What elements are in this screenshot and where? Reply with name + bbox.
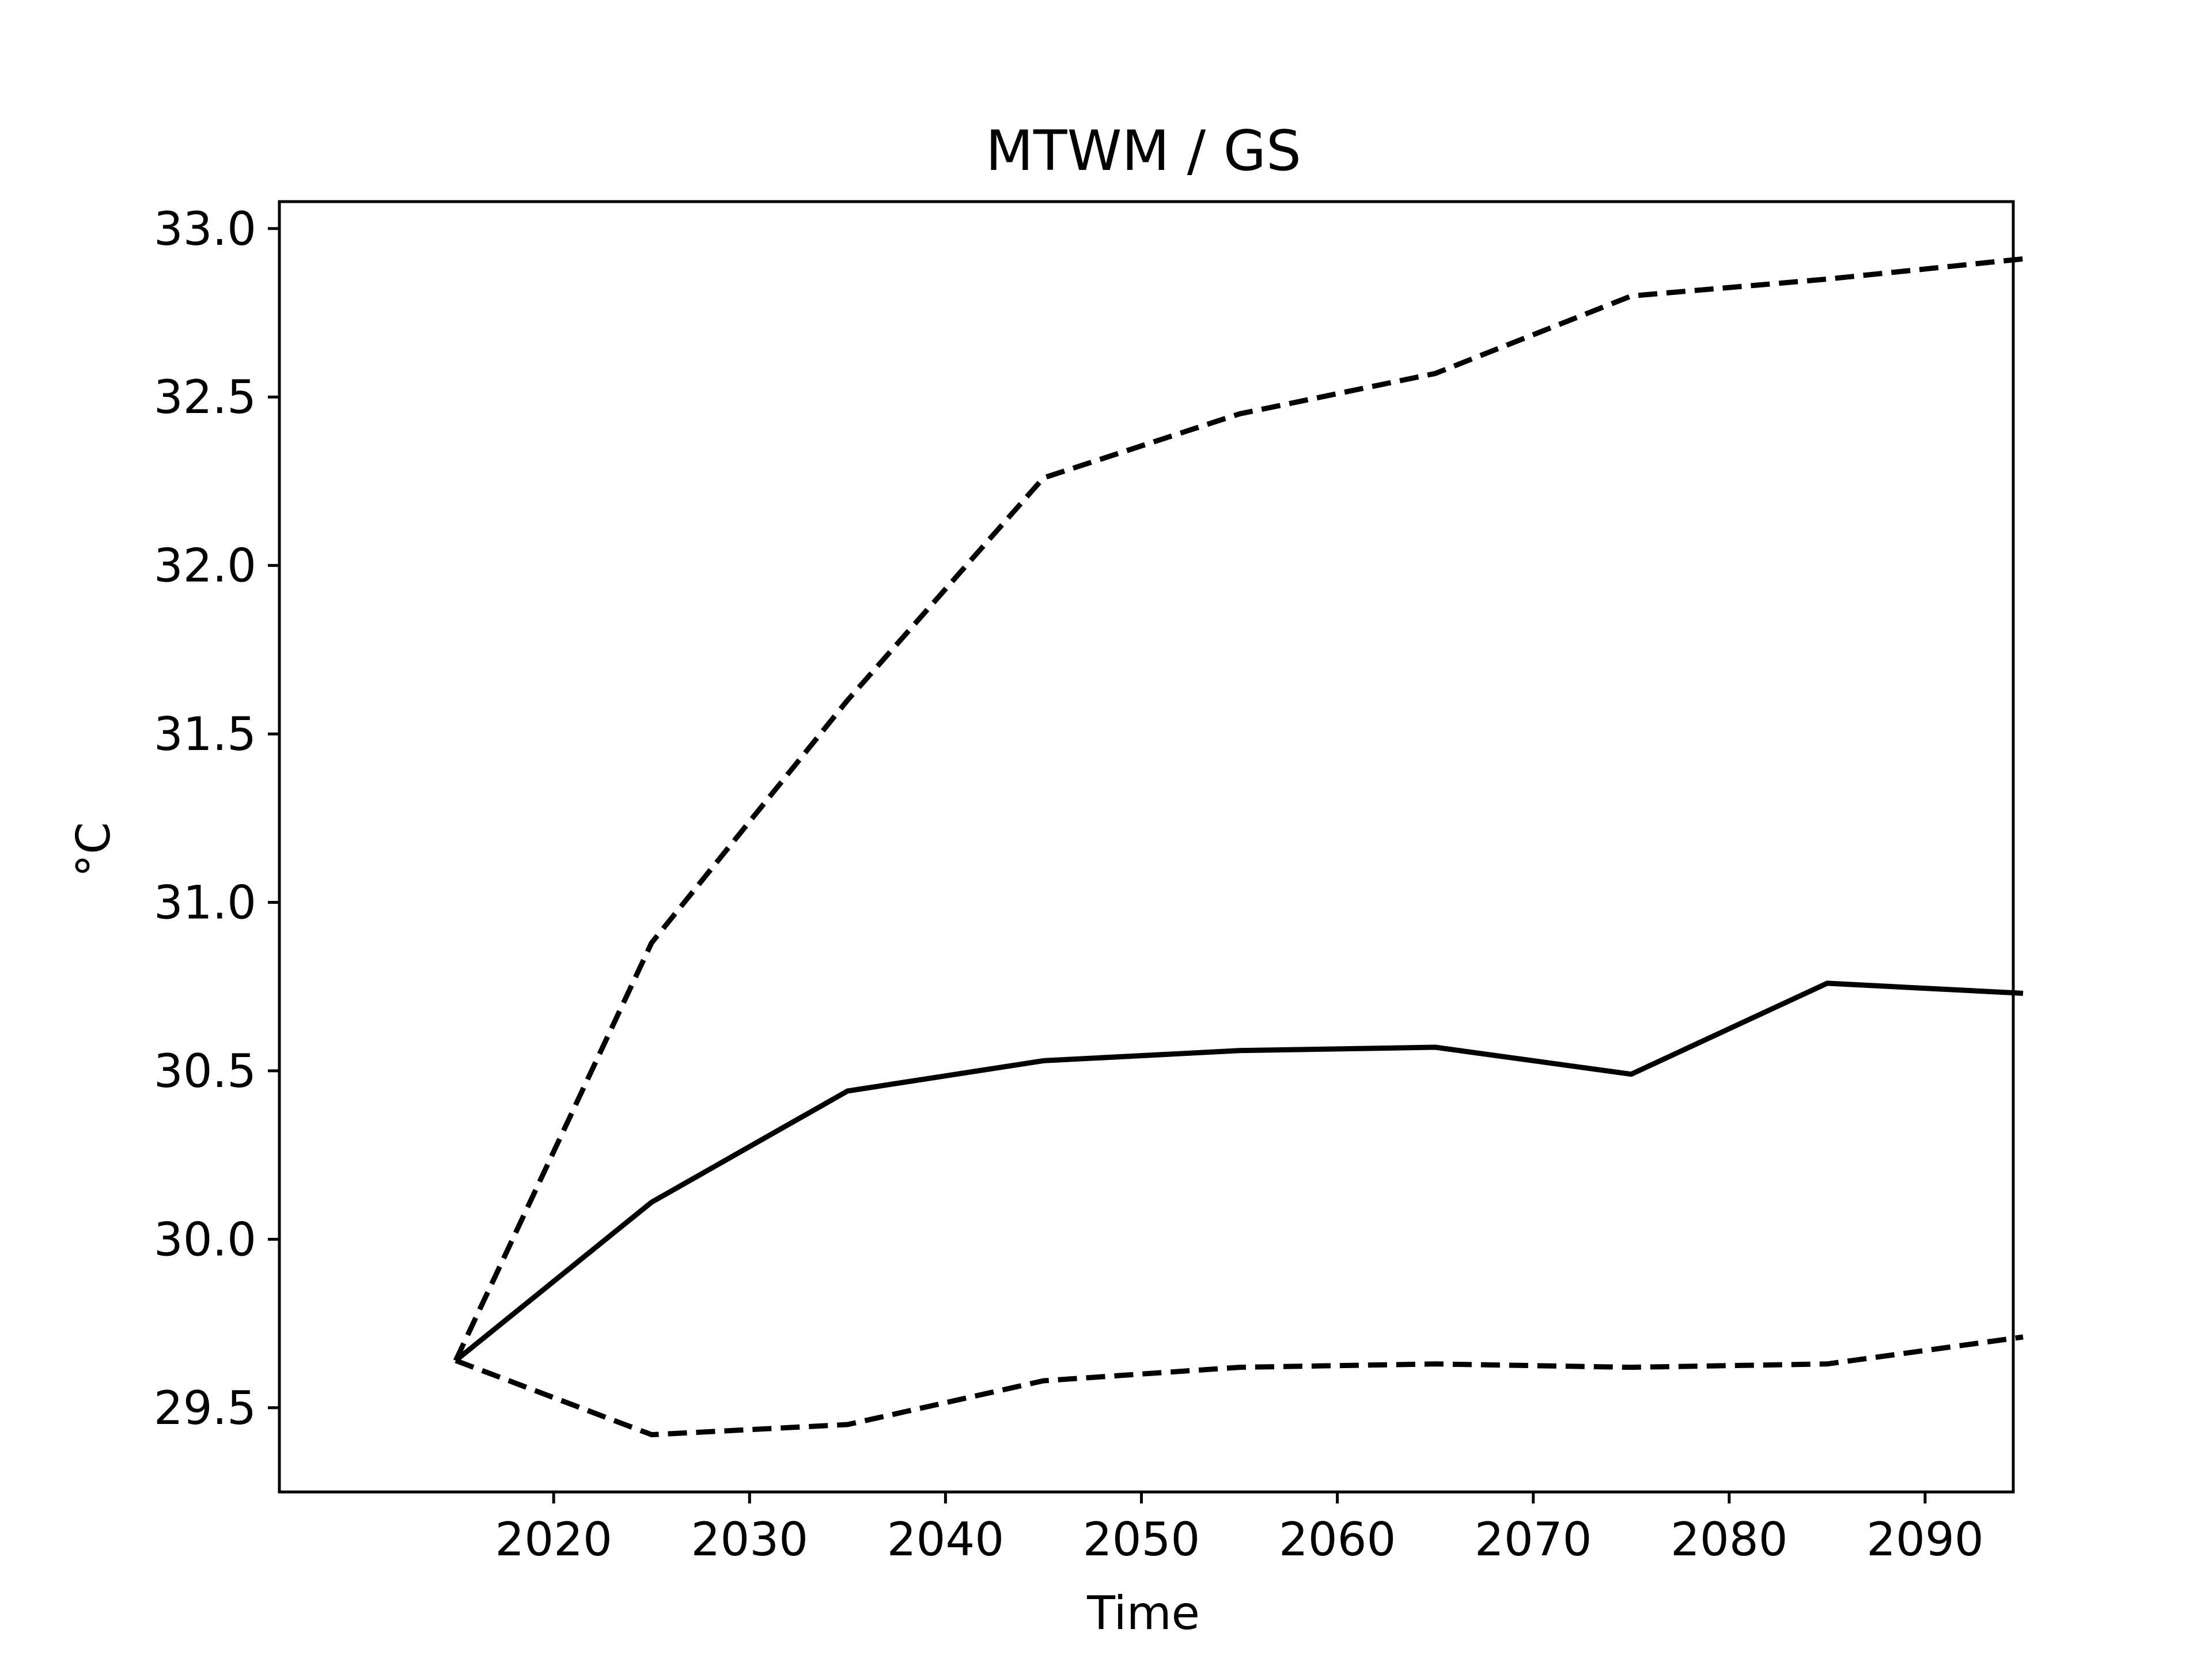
x-tick-label: 2050 xyxy=(1083,1513,1200,1566)
chart-title: MTWM / GS xyxy=(986,119,1301,183)
y-tick-label: 33.0 xyxy=(154,202,256,256)
series-line-1-solid xyxy=(454,980,2024,1363)
y-tick-label: 31.0 xyxy=(154,876,256,930)
x-tick-label: 2060 xyxy=(1279,1513,1396,1566)
y-tick-label: 30.0 xyxy=(154,1213,256,1266)
y-axis-label: °C xyxy=(67,822,120,877)
y-tick-label: 32.5 xyxy=(154,370,256,424)
x-tick-label: 2020 xyxy=(495,1513,612,1566)
series-line-3-dashed xyxy=(454,1334,2024,1438)
y-tick-label: 29.5 xyxy=(154,1381,256,1435)
series-layer xyxy=(453,256,2024,1438)
x-axis-ticks: 2020 2030 2040 2050 2060 2070 2080 2090 xyxy=(495,1492,1984,1566)
y-axis-ticks: 29.5 30.0 30.5 31.0 31.5 32.0 32.5 33.0 xyxy=(154,202,279,1435)
x-tick-label: 2040 xyxy=(887,1513,1005,1566)
x-tick-label: 2030 xyxy=(691,1513,808,1566)
y-tick-label: 31.5 xyxy=(154,707,256,761)
series-line-2-dashed xyxy=(453,256,2024,1362)
y-tick-label: 32.0 xyxy=(154,539,256,593)
x-axis-label: Time xyxy=(1086,1586,1200,1640)
x-tick-label: 2070 xyxy=(1475,1513,1592,1566)
plot-frame xyxy=(278,200,2015,1494)
plot-area xyxy=(278,200,2015,1494)
x-tick-label: 2090 xyxy=(1866,1513,1984,1566)
x-tick-label: 2080 xyxy=(1671,1513,1788,1566)
y-tick-label: 30.5 xyxy=(154,1044,256,1098)
